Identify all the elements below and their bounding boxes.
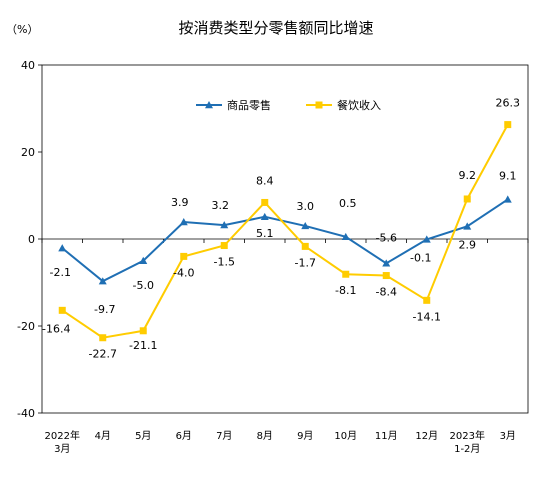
x-tick-label: 5月: [135, 430, 151, 442]
data-point: [503, 195, 512, 203]
data-label: 3.9: [171, 196, 189, 209]
data-point: [261, 198, 269, 206]
series-line: [61, 198, 509, 283]
legend-label: 餐饮收入: [337, 98, 381, 112]
data-label: -0.1: [410, 251, 431, 264]
data-label: -1.7: [295, 256, 316, 269]
data-label: -2.1: [50, 266, 71, 279]
data-label: 9.2: [459, 169, 477, 182]
data-point: [139, 327, 147, 335]
series-line: [61, 124, 509, 339]
chart-title: 按消费类型分零售额同比增速: [178, 19, 373, 37]
legend: 商品零售 餐饮收入: [196, 98, 381, 112]
data-point: [205, 101, 213, 109]
data-label: -9.7: [94, 303, 115, 316]
data-label: -5.6: [376, 231, 397, 244]
data-point: [58, 306, 66, 314]
x-tick-label: 7月: [216, 430, 232, 442]
x-tick-label: 1-2月: [454, 443, 480, 455]
data-point: [422, 235, 431, 243]
data-point: [342, 270, 350, 278]
data-label: -5.0: [133, 279, 154, 292]
data-point: [180, 252, 188, 260]
x-tick-label: 3月: [500, 430, 516, 442]
data-point: [220, 242, 228, 250]
data-point: [260, 212, 269, 221]
data-label: 5.1: [256, 227, 274, 240]
data-label: -4.0: [173, 266, 194, 279]
y-unit-label: （%）: [6, 23, 38, 36]
data-point: [220, 221, 229, 229]
data-label: -14.1: [413, 310, 441, 323]
data-label: -16.4: [42, 322, 70, 335]
series-layer: [58, 121, 512, 342]
data-point: [341, 232, 350, 241]
data-point: [423, 296, 431, 304]
x-tick-label: 6月: [176, 430, 192, 442]
x-tick-label: 2022年: [45, 429, 80, 442]
data-label: -21.1: [129, 339, 157, 352]
data-label: 3.2: [212, 199, 230, 212]
x-tick-label: 12月: [415, 430, 438, 442]
data-label: -1.5: [214, 256, 235, 269]
x-tick-label: 10月: [334, 430, 357, 442]
data-point: [463, 222, 472, 230]
data-point: [179, 218, 188, 226]
data-label: 2.9: [459, 238, 477, 251]
data-point: [301, 242, 309, 250]
data-point: [98, 277, 107, 285]
legend-item: 餐饮收入: [306, 98, 381, 112]
data-label: -8.1: [335, 284, 356, 297]
data-point: [301, 221, 310, 230]
data-label: 0.5: [339, 197, 357, 210]
legend-item: 商品零售: [196, 98, 271, 112]
data-label: 26.3: [496, 97, 521, 110]
data-label: 3.0: [297, 200, 315, 213]
series-catering: [58, 121, 512, 342]
data-point: [315, 101, 323, 109]
data-point: [463, 195, 471, 203]
y-tick-label: -40: [17, 407, 35, 420]
legend-label: 商品零售: [227, 98, 271, 112]
x-tick-label: 2023年: [450, 429, 485, 442]
y-tick-label: 40: [21, 59, 35, 72]
y-tick-label: 20: [21, 146, 35, 159]
data-labels: -2.1 -9.7 -5.0 3.9 3.2 5.1 3.0 0.5 -5.6 -0.1 2.9 9.…: [42, 97, 520, 361]
data-label: 8.4: [256, 174, 274, 187]
x-tick-label: 9月: [297, 430, 313, 442]
data-point: [99, 334, 107, 342]
data-label: 9.1: [499, 169, 517, 182]
x-tick-label: 8月: [257, 430, 273, 442]
data-point: [382, 259, 391, 267]
data-label: -8.4: [376, 286, 397, 299]
x-tick-label: 3月: [54, 443, 70, 455]
y-tick-label: 0: [28, 233, 35, 246]
data-point: [58, 244, 67, 252]
x-tick-label: 4月: [95, 430, 111, 442]
data-point: [504, 121, 512, 129]
data-label: -22.7: [89, 348, 117, 361]
series-retail-goods: [58, 195, 512, 285]
x-tick-label: 11月: [375, 430, 398, 442]
data-point: [139, 256, 148, 264]
data-point: [382, 272, 390, 280]
y-tick-label: -20: [17, 320, 35, 333]
